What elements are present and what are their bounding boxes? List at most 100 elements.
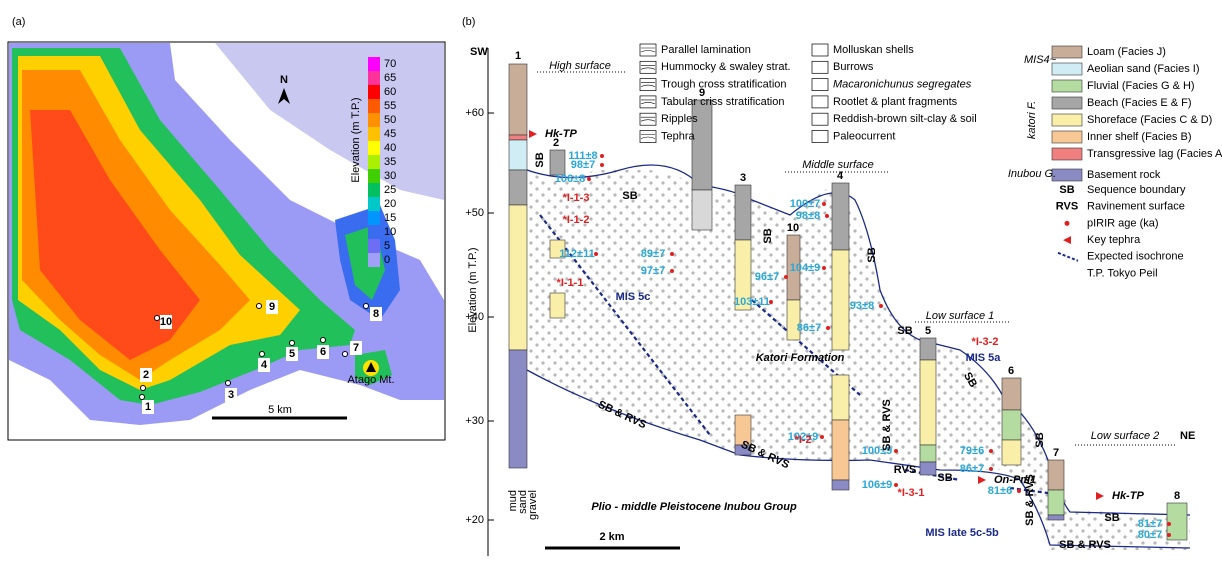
legend-text: Parallel lamination <box>661 44 751 56</box>
legend-dot <box>1064 220 1070 226</box>
boundary-label: SB <box>1034 432 1046 447</box>
formation-label: Katori Formation <box>756 352 845 364</box>
legend-value: 15 <box>384 212 396 224</box>
column-number: 1 <box>515 50 521 62</box>
legend-text: Tabular criss stratification <box>661 96 785 108</box>
site-box <box>140 368 152 382</box>
site-label: 6 <box>320 346 326 358</box>
age-dot <box>670 269 674 273</box>
tephra-label: On-Pm1 <box>994 474 1036 486</box>
facies <box>508 63 528 136</box>
legend-value: 50 <box>384 114 396 126</box>
legend-text: Ravinement surface <box>1087 201 1185 213</box>
legend-symbol <box>640 99 656 105</box>
legend-symbol <box>640 134 656 139</box>
legend-text: Key tephra <box>1087 234 1141 246</box>
facies <box>1047 459 1065 491</box>
legend-swatch <box>368 183 380 197</box>
scale-label: 2 km <box>599 531 624 543</box>
age-dot <box>894 483 898 487</box>
surface-label: Low surface 2 <box>1091 430 1159 442</box>
site-dot <box>154 315 160 321</box>
column-number: 6 <box>1008 365 1014 377</box>
panel-label: (b) <box>462 16 475 28</box>
column-number: 10 <box>787 222 799 234</box>
legend-value: 5 <box>384 240 390 252</box>
legend-text: Sequence boundary <box>1087 184 1186 196</box>
age: 111±8 <box>568 150 597 162</box>
column-number: 8 <box>1174 490 1180 502</box>
age-dot <box>989 467 993 471</box>
age: 93±8 <box>850 300 874 312</box>
north-label: N <box>280 74 288 86</box>
site-dot <box>139 394 145 400</box>
legend-symbol <box>639 112 657 126</box>
facies <box>734 239 752 311</box>
map <box>9 43 444 425</box>
group-label: Plio - middle Pleistocene Inubou Group <box>591 501 797 513</box>
site-dot <box>342 351 348 357</box>
age-dot <box>820 435 824 439</box>
age: 86±7 <box>960 463 984 475</box>
legend-text: Ripples <box>661 113 698 125</box>
age: 86±7 <box>797 322 821 334</box>
sample-label: *I-3-2 <box>972 336 999 348</box>
legend-value: 65 <box>384 72 396 84</box>
axis-label: Elevation (m T.P.) <box>467 247 479 332</box>
legend-symbol <box>811 43 829 57</box>
legend-swatch <box>368 141 380 155</box>
columns <box>508 63 1188 541</box>
age: 96±7 <box>755 271 779 283</box>
site-box <box>258 358 270 372</box>
site-dot <box>140 385 146 391</box>
age-dot <box>989 449 993 453</box>
age-dot <box>587 177 591 181</box>
column-number: 5 <box>925 325 931 337</box>
facies <box>508 169 528 206</box>
facies <box>549 149 566 176</box>
facies <box>1001 409 1022 441</box>
legend-text: Beach (Facies E & F) <box>1087 97 1192 109</box>
site-label: 8 <box>373 308 379 320</box>
legend-symbol <box>639 78 657 91</box>
boundary-label: SB & RVS <box>1024 474 1036 526</box>
legend-swatch <box>368 197 380 211</box>
age: 80±7 <box>1138 529 1162 541</box>
tephra-mark <box>1096 492 1104 500</box>
legend-abbr: SB <box>1059 184 1074 196</box>
site-label: 1 <box>145 401 151 413</box>
legend-group: katori F. <box>1026 101 1038 139</box>
y-tick-label: +50 <box>465 207 484 219</box>
legend-swatch <box>368 253 380 267</box>
legend-text: Macaronichunus segregates <box>833 79 972 91</box>
age-dot <box>784 275 788 279</box>
scale-label: 5 km <box>268 404 292 416</box>
y-tick-label: +40 <box>465 311 484 323</box>
legend-value: 35 <box>384 156 396 168</box>
mountain-label: Atago Mt. <box>347 374 394 386</box>
legend-swatch <box>368 99 380 113</box>
column-number: 7 <box>1053 447 1059 459</box>
age: 112±11 <box>559 248 594 260</box>
legend-value: 10 <box>384 226 396 238</box>
age: 100±7 <box>790 198 821 210</box>
legend-text: Trough cross stratification <box>661 79 787 91</box>
tephra-label: Hk-TP <box>1112 490 1144 502</box>
legend-text: Aeolian sand (Facies I) <box>1087 63 1200 75</box>
legend-value: 30 <box>384 170 396 182</box>
age: 104±9 <box>790 262 821 274</box>
column-number: 3 <box>740 172 746 184</box>
panel-label: (a) <box>12 16 25 28</box>
facies <box>508 349 528 469</box>
legend-text: Molluskan shells <box>833 44 914 56</box>
legend-swatch <box>368 113 380 127</box>
facies <box>734 184 752 241</box>
site-box <box>317 345 329 359</box>
column-number: 2 <box>553 137 559 149</box>
boundary-label: SB & RVS <box>881 399 893 451</box>
legend-swatch <box>368 57 380 71</box>
legend-text: Tephra <box>661 130 696 142</box>
site-box <box>286 347 298 361</box>
site-label: 3 <box>228 389 234 401</box>
site-dot <box>256 303 262 309</box>
